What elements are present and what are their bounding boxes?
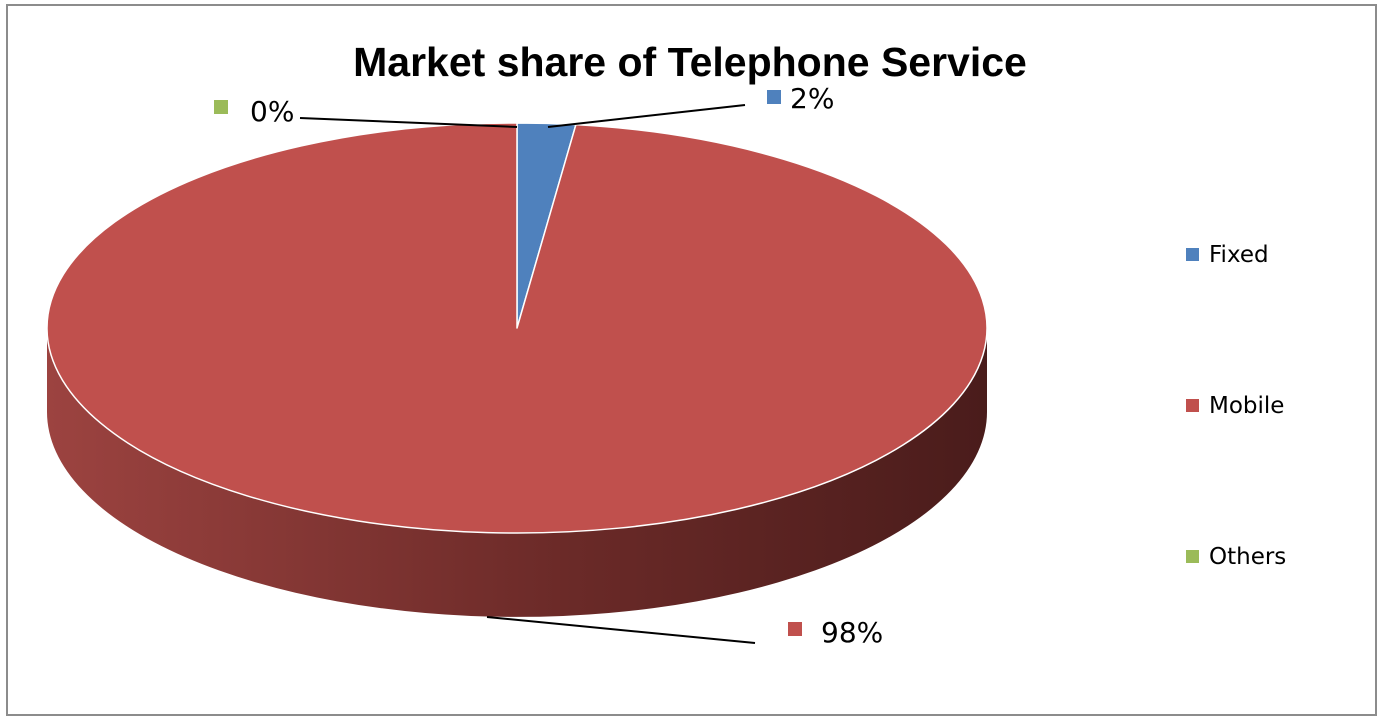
data-label-mobile: 98% [821,616,883,649]
legend-swatch-mobile [1186,399,1199,412]
pie-side-wall [47,328,987,617]
leader-line-fixed [547,104,746,128]
leader-line-others [299,117,518,128]
data-label-fixed: 2% [790,82,834,115]
data-label-marker-mobile [788,622,802,636]
legend-label-mobile: Mobile [1209,393,1284,419]
data-label-marker-fixed [767,90,781,104]
legend-label-others: Others [1209,544,1286,570]
data-labels: 2% 98% 0% [214,82,883,649]
leader-lines [299,104,756,644]
data-label-others: 0% [250,95,294,128]
legend: Fixed Mobile Others [1186,242,1286,570]
legend-swatch-fixed [1186,248,1199,261]
legend-label-fixed: Fixed [1209,242,1269,268]
legend-swatch-others [1186,550,1199,563]
leader-line-mobile [486,616,756,644]
side-mobile [47,328,987,617]
data-label-marker-others [214,100,228,114]
slice-mobile [46,122,988,534]
chart-title: Market share of Telephone Service [353,39,1027,85]
pie-top [46,122,988,534]
